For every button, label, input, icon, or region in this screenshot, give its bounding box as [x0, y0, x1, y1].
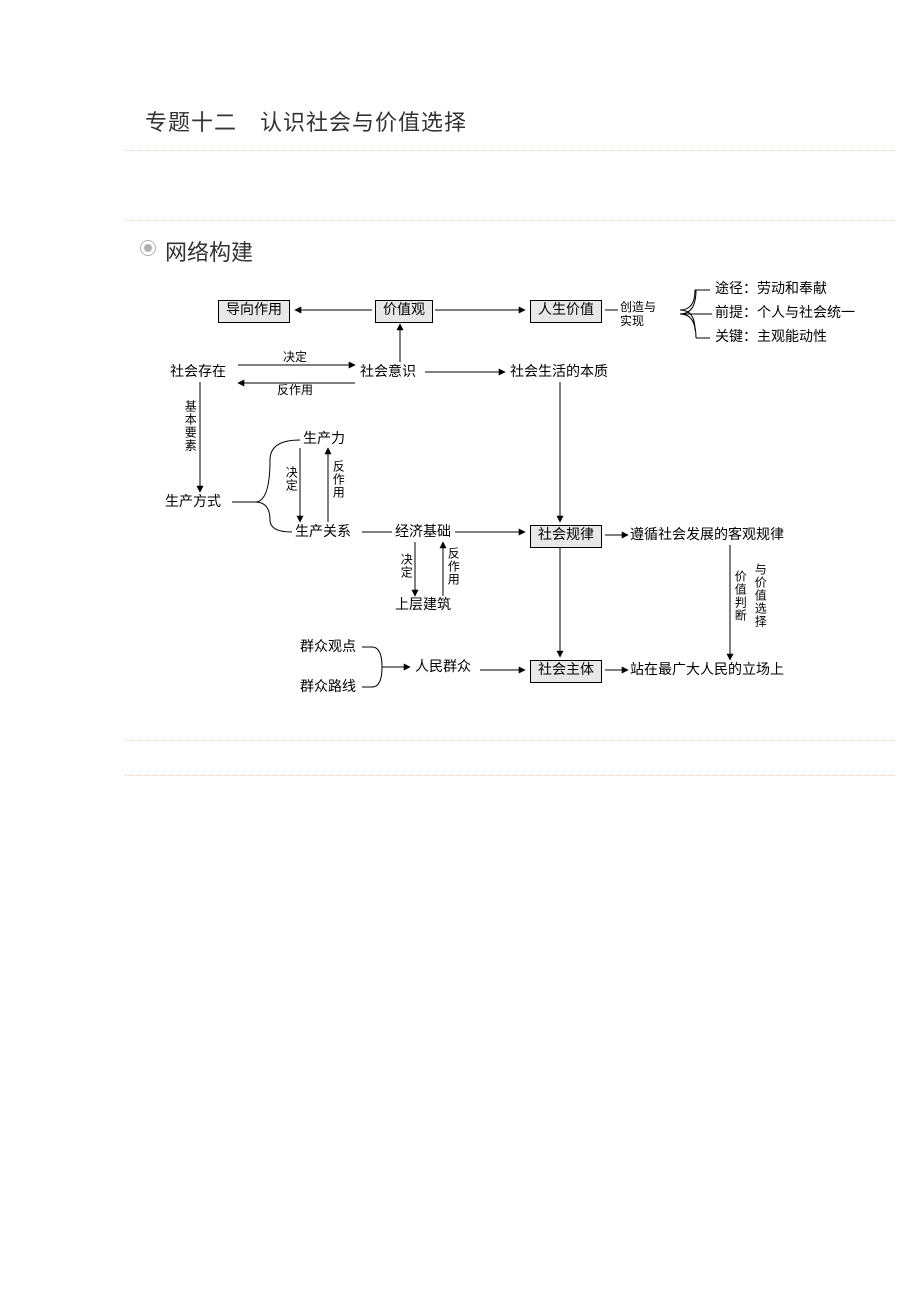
node-prod-relation: 生产关系 — [295, 525, 351, 540]
diagram-arrows — [0, 0, 920, 740]
node-mass-line: 群众路线 — [300, 680, 356, 695]
node-path: 途径：劳动和奉献 — [715, 282, 827, 297]
node-premise: 前提：个人与社会统一 — [715, 306, 855, 321]
edge-label-decide-3: 决定 — [399, 553, 412, 579]
node-prod-mode: 生产方式 — [165, 495, 221, 510]
node-econ-base: 经济基础 — [395, 525, 451, 540]
edge-label-react-3: 反作用 — [446, 547, 459, 586]
page: 专题十二 认识社会与价值选择 网络构建 — [0, 0, 920, 1302]
box-life-value: 人生价值 — [530, 300, 602, 323]
node-social-exist: 社会存在 — [170, 365, 226, 380]
node-follow-law: 遵循社会发展的客观规律 — [630, 528, 784, 543]
separator — [125, 740, 895, 741]
edge-label-react-2: 反作用 — [331, 460, 344, 499]
node-social-consc: 社会意识 — [360, 365, 416, 380]
concept-diagram: 导向作用 价值观 人生价值 社会规律 社会主体 创造与实现 途径：劳动和奉献 前… — [0, 0, 920, 740]
node-value-judge: 价值判断 — [733, 570, 746, 622]
edge-label-decide-2: 决定 — [284, 466, 297, 492]
node-prod-force: 生产力 — [303, 432, 345, 447]
node-mass-view: 群众观点 — [300, 640, 356, 655]
edge-label-decide-1: 决定 — [283, 351, 307, 364]
node-people-masses: 人民群众 — [415, 660, 471, 675]
box-values: 价值观 — [375, 300, 433, 323]
node-basic-elements: 基本要素 — [183, 400, 196, 452]
node-value-select: 与价值选择 — [753, 563, 766, 628]
node-social-life-essence: 社会生活的本质 — [510, 365, 608, 380]
edge-label-react-1: 反作用 — [277, 384, 313, 397]
separator — [125, 775, 895, 776]
node-stand-people: 站在最广大人民的立场上 — [630, 663, 784, 678]
box-social-subject: 社会主体 — [530, 660, 602, 683]
box-guide: 导向作用 — [218, 300, 290, 323]
node-create-realize: 创造与实现 — [620, 300, 656, 329]
node-super-struct: 上层建筑 — [395, 598, 451, 613]
node-key: 关键：主观能动性 — [715, 330, 827, 345]
box-social-law: 社会规律 — [530, 525, 602, 548]
